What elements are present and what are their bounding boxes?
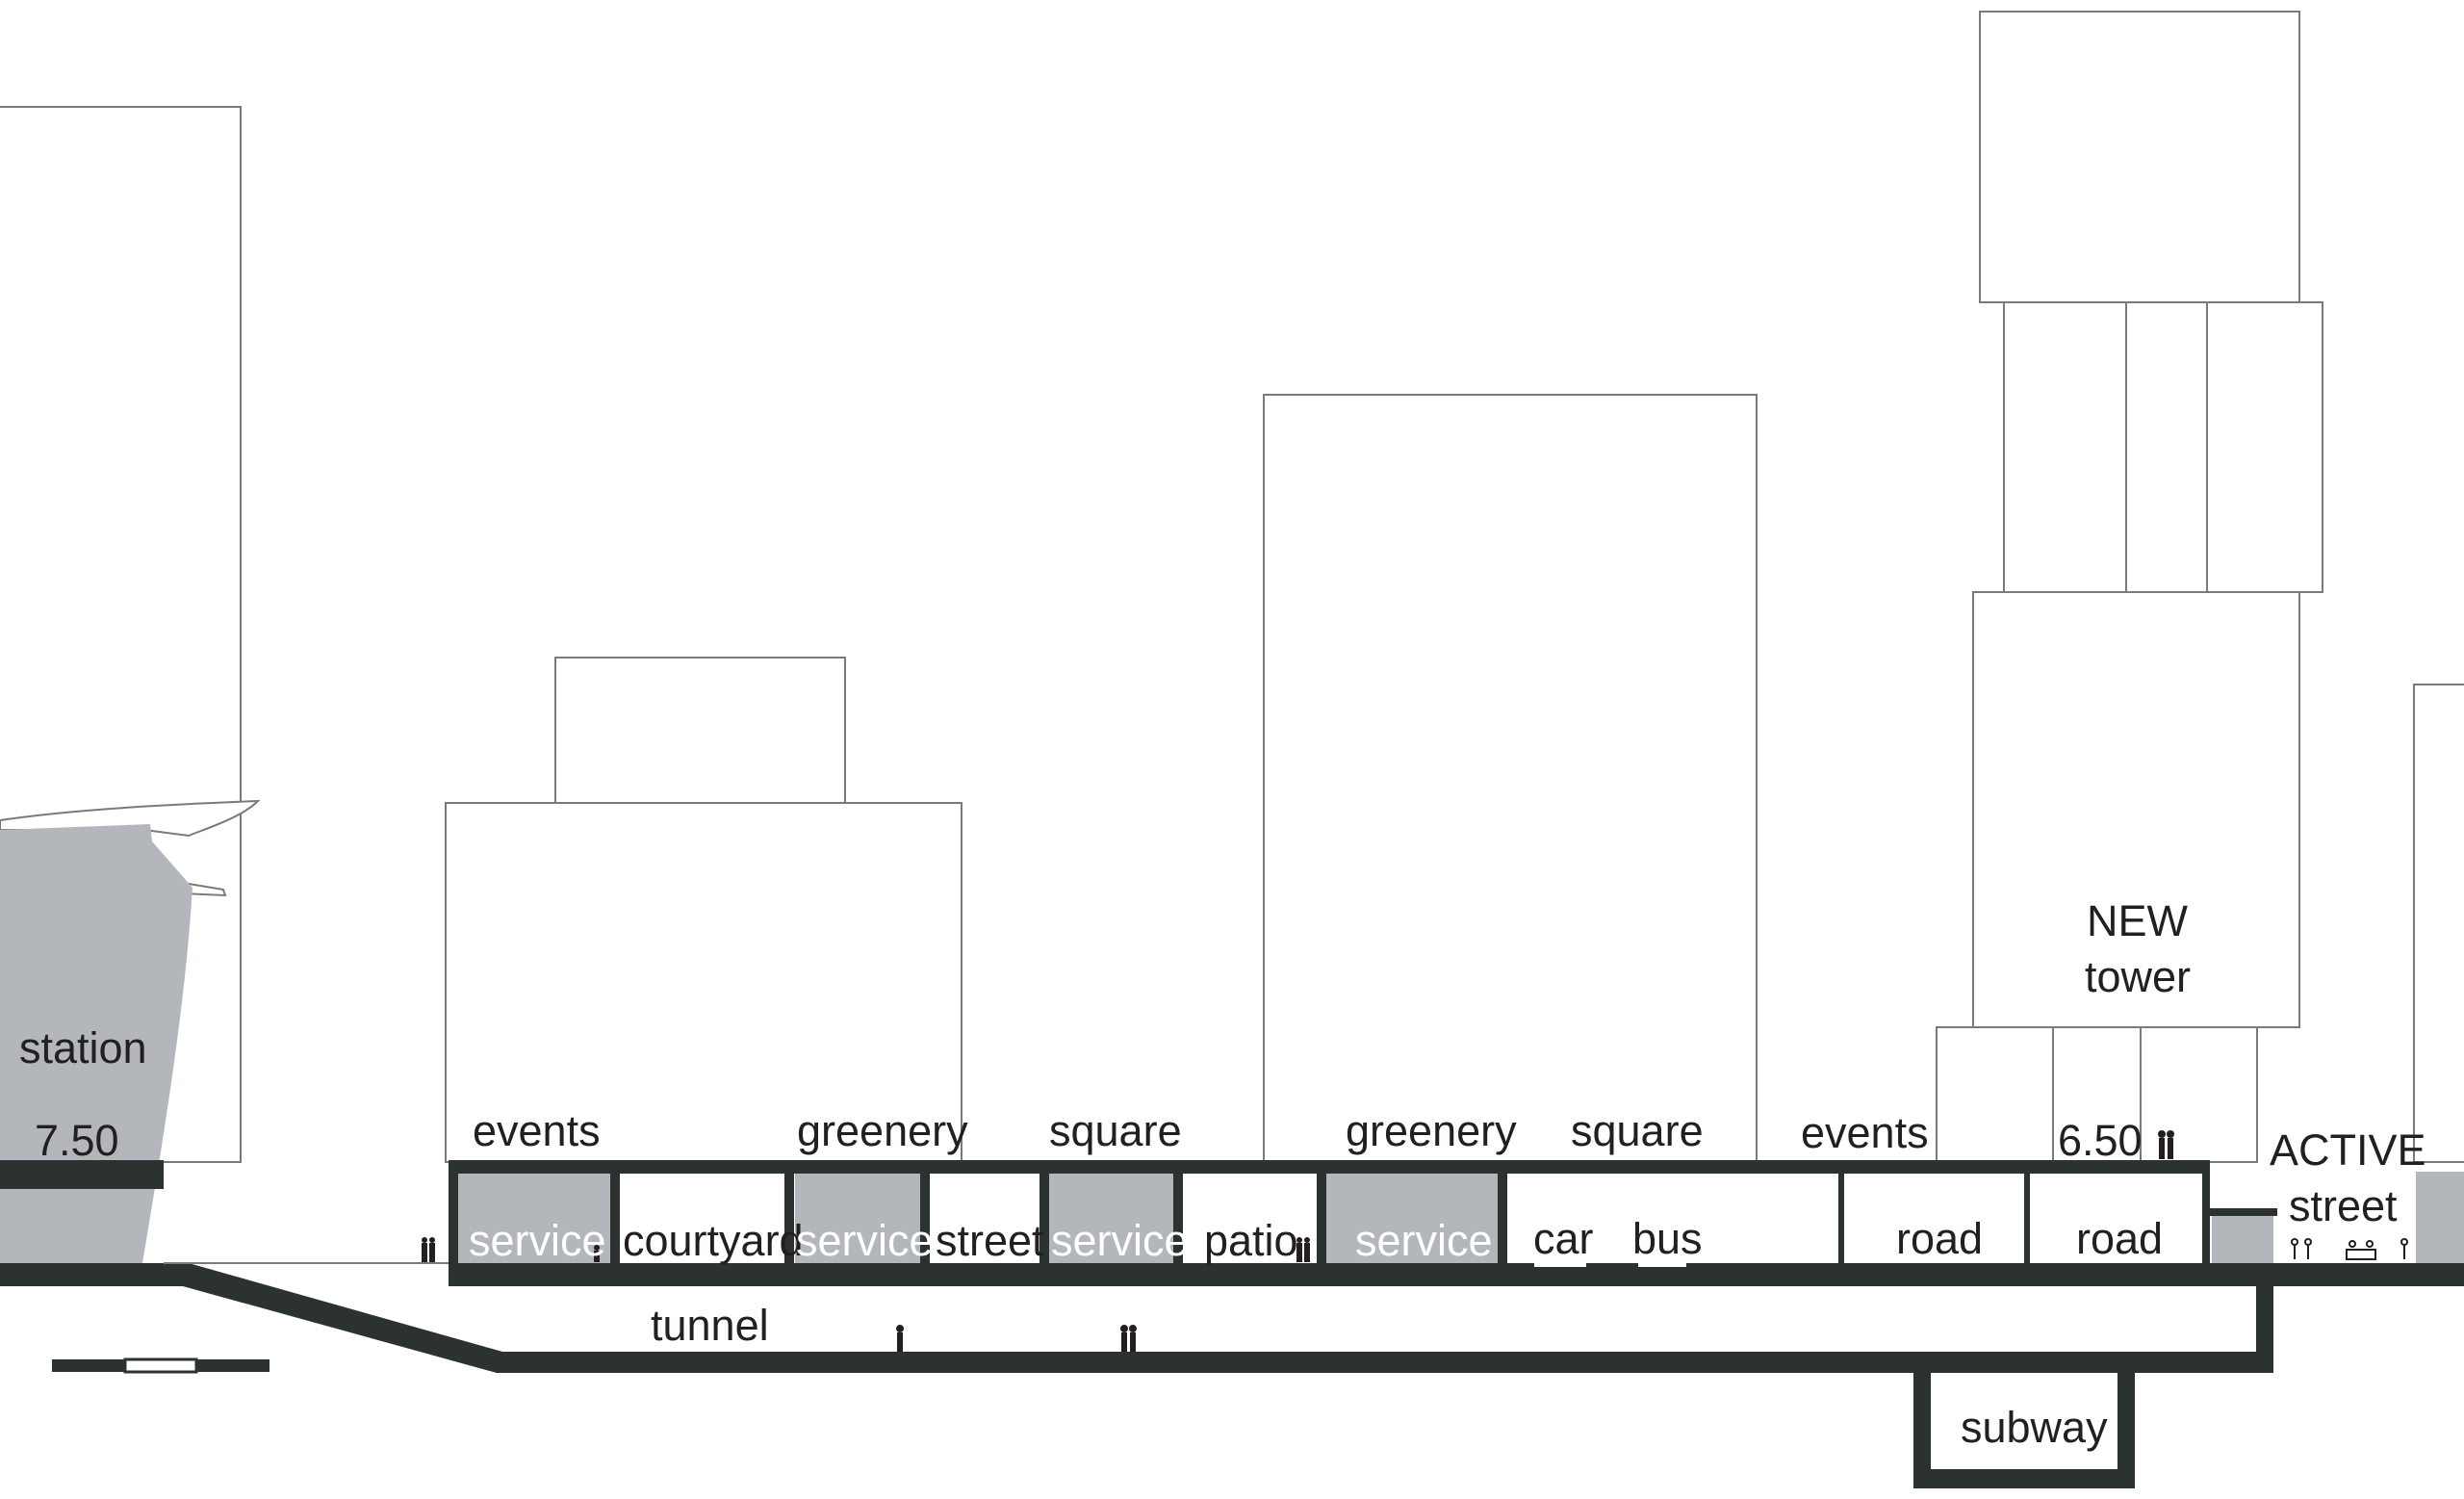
building-outlines: [0, 11, 2464, 1163]
square-label-left: square: [1049, 1106, 1182, 1155]
scale-bar-right: [196, 1359, 270, 1372]
road-label-1: road: [1896, 1214, 1983, 1263]
upper-deck-slab-left: [0, 1160, 164, 1189]
station-hall: [0, 824, 192, 1263]
courtyard-label: courtyard: [623, 1216, 804, 1265]
tunnel-ramp-slab: [0, 1263, 2273, 1373]
service-room-1: [456, 1172, 612, 1263]
service-room-4: [1326, 1172, 1500, 1263]
service-label-3: service: [1051, 1216, 1189, 1265]
wall-patio-right: [1317, 1160, 1326, 1286]
upper-deck-slab: [449, 1160, 2210, 1174]
left-building-top-block: [554, 657, 846, 804]
station-label: station: [19, 1023, 147, 1073]
active-label: ACTIVE: [2270, 1125, 2426, 1175]
wall-service-1-right: [610, 1160, 620, 1286]
central-tall-building: [1263, 394, 1758, 1163]
service-room-2: [795, 1172, 920, 1263]
station-canopy: [0, 799, 261, 838]
person-icon: [2158, 1130, 2174, 1159]
bus-marker: [1638, 1261, 1686, 1267]
square-label-mid: square: [1571, 1106, 1704, 1155]
active-street-label: street: [2289, 1181, 2398, 1230]
tower-level-label: 6.50: [2058, 1116, 2143, 1165]
bus-label: bus: [1632, 1214, 1703, 1263]
car-label: car: [1533, 1214, 1594, 1263]
people-figures: [422, 1130, 2408, 1352]
person-icon: [1296, 1237, 1310, 1262]
street-label-mid: street: [936, 1216, 1044, 1265]
active-street-grey-left: [2212, 1215, 2273, 1263]
scale-bar-left: [52, 1359, 125, 1372]
events-label-right: events: [1801, 1108, 1929, 1157]
right-edge-building: [2413, 684, 2464, 1163]
labels: station 7.50 events greenery square gree…: [19, 896, 2426, 1452]
wall-service-4-right: [1498, 1160, 1507, 1286]
person-icon: [1120, 1325, 1137, 1352]
wall-courtyard-right: [784, 1160, 794, 1286]
person-icon: [422, 1237, 435, 1262]
car-marker: [1534, 1261, 1586, 1267]
active-street-grey-right: [2416, 1172, 2464, 1263]
subway-box: [1913, 1373, 2135, 1488]
patio-label: patio: [1204, 1216, 1298, 1265]
right-ground-slab: [2210, 1263, 2464, 1286]
scale-bar-middle: [123, 1357, 198, 1374]
wall-service-2-right: [920, 1160, 930, 1286]
greenery-label-left: greenery: [797, 1106, 968, 1155]
wall-road-right: [2202, 1160, 2210, 1286]
lower-deck-slab: [449, 1263, 2210, 1286]
active-street-slab: [2210, 1208, 2277, 1216]
tower-podium: [1936, 1026, 2258, 1163]
service-label-1: service: [469, 1216, 606, 1265]
station-structure: [0, 799, 261, 1263]
events-label-left: events: [473, 1106, 601, 1155]
service-label-4: service: [1355, 1216, 1493, 1265]
wall-service-1-left: [449, 1160, 458, 1286]
service-room-3: [1048, 1172, 1173, 1263]
wall-street-right: [1040, 1160, 1049, 1286]
service-label-2: service: [796, 1216, 934, 1265]
road-label-2: road: [2076, 1214, 2163, 1263]
active-street-figures: [2291, 1238, 2408, 1260]
wall-bus-right: [1838, 1160, 1844, 1286]
structural-slabs: [0, 1160, 2464, 1488]
subway-label: subway: [1961, 1403, 2108, 1452]
person-icon: [594, 1245, 600, 1262]
new-label: NEW: [2087, 896, 2189, 945]
service-rooms: [456, 1172, 2464, 1263]
tower-main-block: [1972, 591, 2300, 1028]
tunnel-label: tunnel: [651, 1301, 769, 1350]
wall-service-3-right: [1173, 1160, 1183, 1286]
greenery-label-mid: greenery: [1346, 1106, 1517, 1155]
station-level-label: 7.50: [35, 1116, 119, 1165]
person-icon: [896, 1325, 904, 1352]
tower-upper-mid-block: [2003, 301, 2323, 593]
tower-crown-block: [1979, 11, 2300, 303]
tower-label: tower: [2085, 952, 2191, 1001]
wall-road-divider: [2024, 1160, 2030, 1286]
